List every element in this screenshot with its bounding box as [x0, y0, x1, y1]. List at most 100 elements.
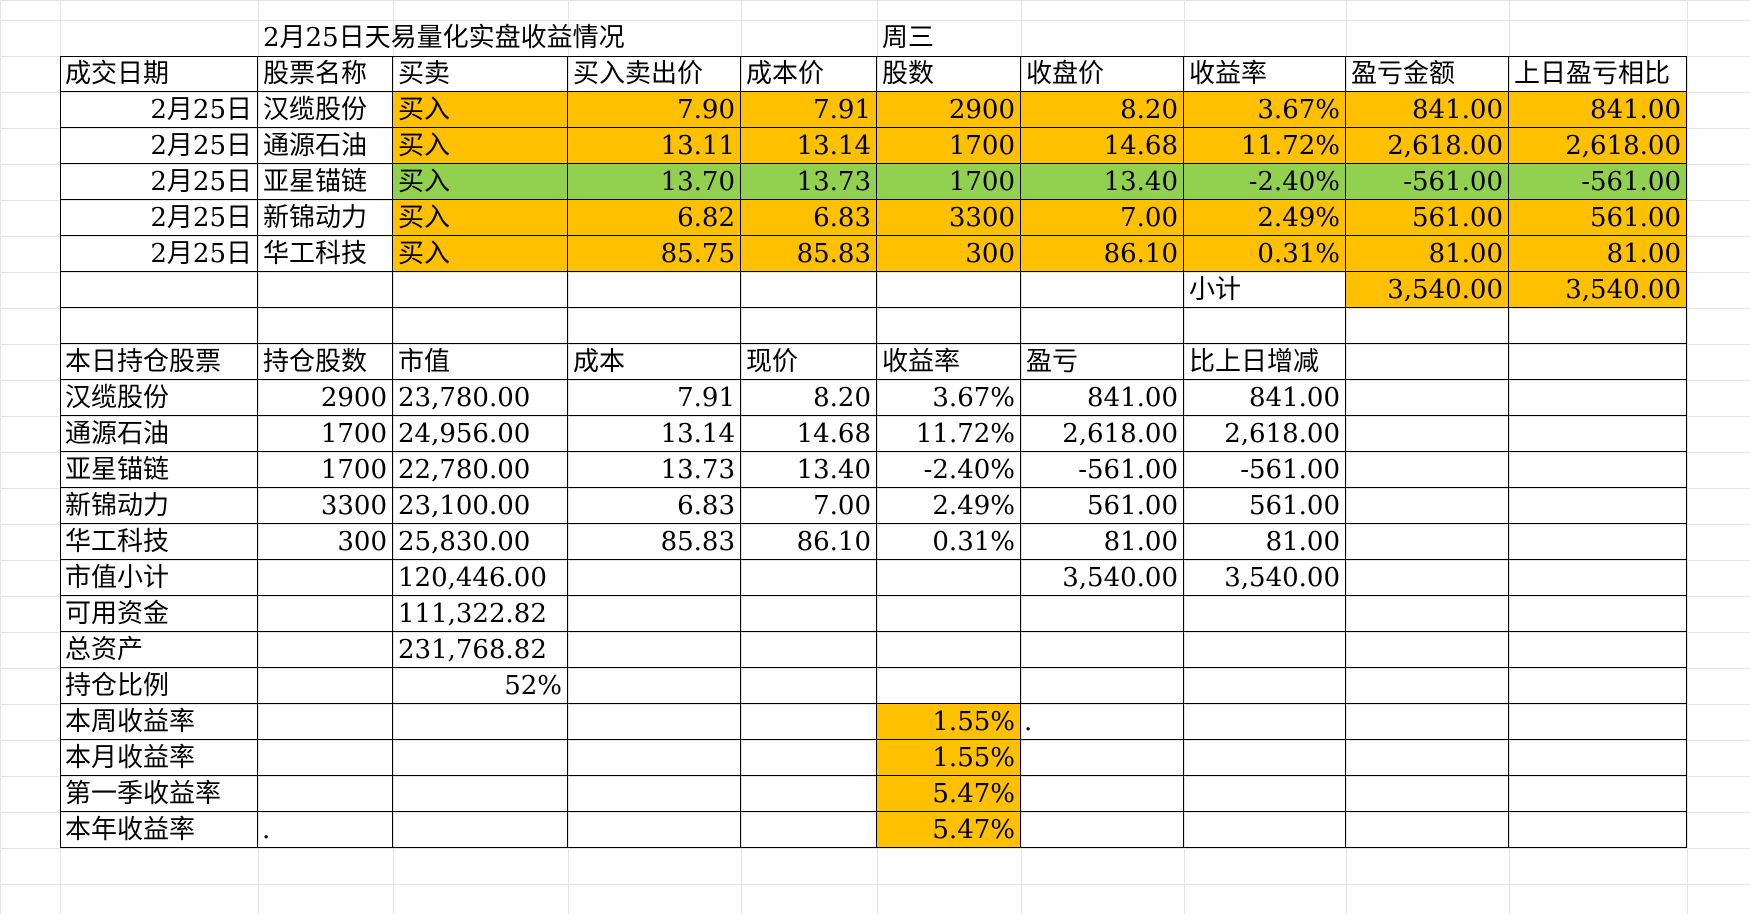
empty-cell[interactable] — [1184, 308, 1346, 344]
empty-cell[interactable] — [1346, 812, 1509, 848]
empty-cell[interactable] — [568, 596, 741, 632]
holding-header-cell[interactable]: 比上日增减 — [1184, 344, 1346, 380]
empty-cell[interactable] — [568, 560, 741, 596]
holding-name-cell[interactable]: 汉缆股份 — [60, 380, 258, 416]
holding-pnl-cell[interactable]: -561.00 — [1021, 452, 1184, 488]
trade-header-cell[interactable]: 收盘价 — [1021, 56, 1184, 92]
empty-cell[interactable] — [1346, 524, 1509, 560]
subtotal-pnl-cell[interactable]: 3,540.00 — [1346, 272, 1509, 308]
trade-vs-prev-cell[interactable]: -561.00 — [1509, 164, 1687, 200]
holding-price-cell[interactable]: 13.40 — [741, 452, 877, 488]
trade-header-cell[interactable]: 盈亏金额 — [1346, 56, 1509, 92]
trade-side-cell[interactable]: 买入 — [393, 236, 568, 272]
holding-value-cell[interactable]: 23,100.00 — [393, 488, 568, 524]
total-assets-value[interactable]: 231,768.82 — [393, 632, 568, 668]
empty-cell[interactable] — [741, 596, 877, 632]
trade-cost-cell[interactable]: 6.83 — [741, 200, 877, 236]
return-value-cell[interactable]: 1.55% — [877, 704, 1021, 740]
return-value-cell[interactable]: 1.55% — [877, 740, 1021, 776]
holding-return-cell[interactable]: 0.31% — [877, 524, 1021, 560]
empty-cell[interactable] — [1346, 776, 1509, 812]
return-value-cell[interactable]: 5.47% — [877, 812, 1021, 848]
holding-shares-cell[interactable]: 3300 — [258, 488, 393, 524]
empty-cell[interactable] — [1346, 632, 1509, 668]
trade-return-cell[interactable]: 3.67% — [1184, 92, 1346, 128]
empty-cell[interactable] — [877, 308, 1021, 344]
empty-cell[interactable] — [1346, 560, 1509, 596]
empty-cell[interactable] — [1346, 668, 1509, 704]
empty-cell[interactable] — [1346, 452, 1509, 488]
trade-shares-cell[interactable]: 1700 — [877, 164, 1021, 200]
trade-stock-name-cell[interactable]: 新锦动力 — [258, 200, 393, 236]
holding-header-cell[interactable]: 市值 — [393, 344, 568, 380]
empty-cell[interactable] — [1509, 308, 1687, 344]
empty-cell[interactable] — [1346, 416, 1509, 452]
trade-cost-cell[interactable]: 7.91 — [741, 92, 877, 128]
holding-cost-cell[interactable]: 13.14 — [568, 416, 741, 452]
empty-cell[interactable] — [258, 632, 393, 668]
trade-header-cell[interactable]: 买卖 — [393, 56, 568, 92]
empty-cell[interactable] — [393, 740, 568, 776]
empty-cell[interactable] — [877, 272, 1021, 308]
trade-close-cell[interactable]: 14.68 — [1021, 128, 1184, 164]
trade-header-cell[interactable]: 成交日期 — [60, 56, 258, 92]
empty-cell[interactable] — [1346, 704, 1509, 740]
trade-return-cell[interactable]: 11.72% — [1184, 128, 1346, 164]
empty-cell[interactable] — [741, 812, 877, 848]
empty-cell[interactable] — [1346, 596, 1509, 632]
trade-price-cell[interactable]: 6.82 — [568, 200, 741, 236]
cash-label[interactable]: 可用资金 — [60, 596, 258, 632]
empty-cell[interactable] — [1346, 380, 1509, 416]
trade-shares-cell[interactable]: 1700 — [877, 128, 1021, 164]
empty-cell[interactable] — [741, 272, 877, 308]
trade-pnl-cell[interactable]: 841.00 — [1346, 92, 1509, 128]
trade-vs-prev-cell[interactable]: 561.00 — [1509, 200, 1687, 236]
empty-cell[interactable] — [877, 596, 1021, 632]
empty-cell[interactable] — [1021, 704, 1184, 740]
empty-cell[interactable] — [258, 704, 393, 740]
empty-cell[interactable] — [1509, 704, 1687, 740]
holding-shares-cell[interactable]: 2900 — [258, 380, 393, 416]
empty-cell[interactable] — [1184, 596, 1346, 632]
holding-shares-cell[interactable]: 1700 — [258, 452, 393, 488]
mv-subtotal-label[interactable]: 市值小计 — [60, 560, 258, 596]
holding-return-cell[interactable]: 11.72% — [877, 416, 1021, 452]
return-label-cell[interactable]: 本月收益率 — [60, 740, 258, 776]
empty-cell[interactable] — [1509, 740, 1687, 776]
empty-cell[interactable] — [1021, 668, 1184, 704]
empty-cell[interactable] — [258, 776, 393, 812]
trade-side-cell[interactable]: 买入 — [393, 128, 568, 164]
empty-cell[interactable] — [258, 740, 393, 776]
holding-price-cell[interactable]: 7.00 — [741, 488, 877, 524]
empty-cell[interactable] — [741, 740, 877, 776]
trade-vs-prev-cell[interactable]: 81.00 — [1509, 236, 1687, 272]
holding-pnl-cell[interactable]: 2,618.00 — [1021, 416, 1184, 452]
trade-return-cell[interactable]: -2.40% — [1184, 164, 1346, 200]
empty-cell[interactable] — [1509, 596, 1687, 632]
trade-vs-prev-cell[interactable]: 841.00 — [1509, 92, 1687, 128]
holding-header-cell[interactable]: 现价 — [741, 344, 877, 380]
empty-cell[interactable] — [393, 776, 568, 812]
empty-cell[interactable] — [393, 704, 568, 740]
empty-cell[interactable] — [1509, 380, 1687, 416]
holding-shares-cell[interactable]: 300 — [258, 524, 393, 560]
holding-return-cell[interactable]: -2.40% — [877, 452, 1021, 488]
empty-cell[interactable] — [1184, 668, 1346, 704]
empty-cell[interactable] — [741, 704, 877, 740]
trade-side-cell[interactable]: 买入 — [393, 200, 568, 236]
empty-cell[interactable] — [1021, 740, 1184, 776]
empty-cell[interactable] — [1021, 308, 1184, 344]
empty-cell[interactable] — [60, 308, 258, 344]
empty-cell[interactable] — [1021, 632, 1184, 668]
trade-pnl-cell[interactable]: 561.00 — [1346, 200, 1509, 236]
empty-cell[interactable] — [1021, 776, 1184, 812]
holding-value-cell[interactable]: 22,780.00 — [393, 452, 568, 488]
trade-cost-cell[interactable]: 85.83 — [741, 236, 877, 272]
holding-price-cell[interactable]: 86.10 — [741, 524, 877, 560]
empty-cell[interactable] — [741, 668, 877, 704]
trade-shares-cell[interactable]: 2900 — [877, 92, 1021, 128]
return-label-cell[interactable]: 本周收益率 — [60, 704, 258, 740]
trade-price-cell[interactable]: 7.90 — [568, 92, 741, 128]
empty-cell[interactable] — [877, 560, 1021, 596]
holding-header-cell[interactable]: 成本 — [568, 344, 741, 380]
